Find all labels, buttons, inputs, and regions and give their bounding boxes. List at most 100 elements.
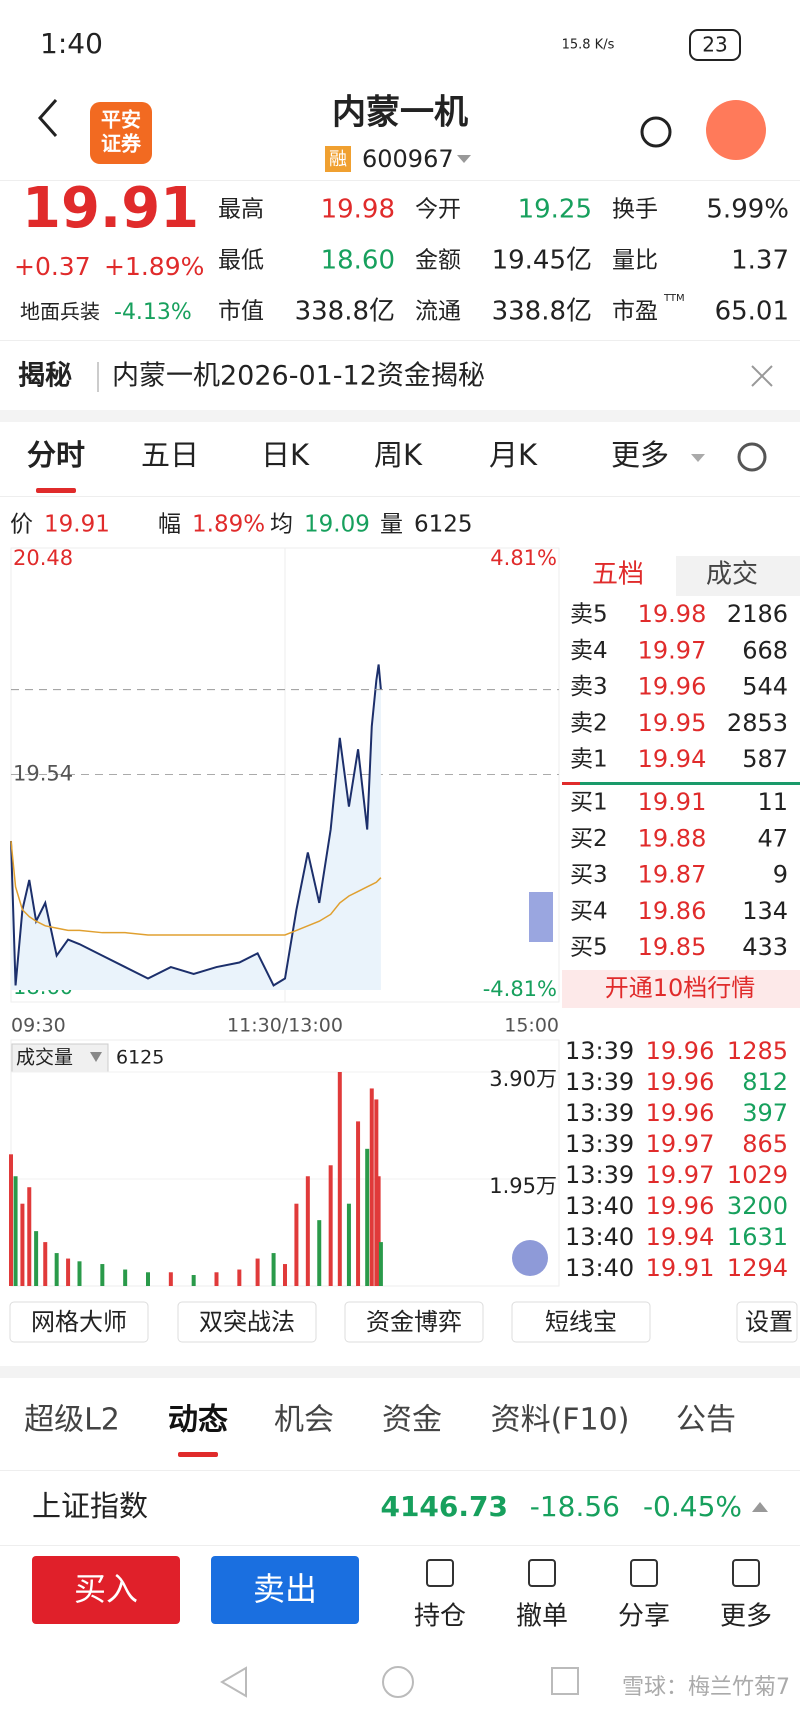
tool-label[interactable]: 设置 [745,1308,793,1336]
volume-bar [123,1269,128,1286]
trade-volume: 3200 [727,1192,788,1220]
action-label[interactable]: 撤单 [516,1602,568,1632]
book-label: 买4 [570,898,608,924]
volume-bar [191,1275,196,1286]
action-icon[interactable] [528,1559,556,1587]
stat-value: 338.8亿 [492,297,592,327]
trade-price: 19.96 [646,1068,715,1096]
trade-price: 19.91 [646,1254,715,1282]
back-button[interactable] [37,99,58,137]
reveal-link[interactable]: 内蒙一机2026-01-12资金揭秘 [112,361,485,392]
sell-button[interactable] [211,1556,359,1624]
tool-button[interactable] [736,1301,798,1343]
y-tick-label: 20.48 [13,546,73,570]
book-volume: 587 [742,745,788,773]
action-icon[interactable] [426,1559,454,1587]
active-info-tab [178,1452,218,1457]
book-price: 19.91 [638,788,707,816]
index-toggle[interactable] [752,1502,768,1512]
book-tab[interactable]: 五档 [592,560,644,590]
tool-button[interactable] [9,1301,149,1343]
volume-title: 成交量 [16,1047,73,1069]
y-tick-label: 19.54 [13,762,73,786]
book-price: 19.87 [638,861,707,889]
nav-home[interactable] [382,1666,414,1698]
info-tab[interactable]: 动态 [168,1403,228,1438]
stat-value: 5.99% [706,195,789,225]
chart-tab[interactable]: 更多 [611,438,669,472]
expand-tab[interactable] [529,892,553,942]
index-value: 4146.73 [380,1490,508,1523]
stat-label: 市值 [218,299,264,325]
code-dropdown[interactable] [457,155,471,163]
action-label[interactable]: 持仓 [414,1602,466,1632]
action-icon[interactable] [630,1559,658,1587]
chart-tabs: 分时 五日 日K 周K 月K 更多 [27,438,705,493]
stat-label: 最低 [218,248,264,274]
chart-tab[interactable]: 月K [489,438,538,472]
tool-button[interactable] [177,1301,317,1343]
status-time: 1:40 [40,27,103,60]
price-line [10,664,382,987]
info-tab[interactable]: 超级L2 [24,1403,120,1438]
trade-time: 13:40 [565,1223,634,1251]
stat-label: 最高 [218,197,264,223]
book-price: 19.94 [638,745,707,773]
search-icon[interactable] [640,116,672,148]
trade-volume: 1029 [727,1161,788,1189]
volume-bar [27,1187,32,1286]
assistant-avatar[interactable] [706,100,766,160]
trade-time: 13:39 [565,1068,634,1096]
tool-buttons: 网格大师 双突战法 资金博弈 短线宝 设置 [9,1301,798,1343]
broker-name: 平安 [101,108,141,132]
tool-label[interactable]: 网格大师 [31,1308,127,1336]
trade-volume: 865 [742,1130,788,1158]
volume-bar [66,1258,71,1286]
margin-tag-bg [325,146,351,172]
trade-price: 19.94 [646,1223,715,1251]
tool-button[interactable] [511,1301,651,1343]
tool-label[interactable]: 资金博弈 [366,1308,462,1336]
spread-mark [562,782,580,785]
y2-tick-label: -4.81% [483,977,557,1001]
info-tab[interactable]: 机会 [274,1403,334,1438]
divider [0,180,800,181]
volume-bar [43,1242,48,1286]
stat-label: 今开 [415,197,461,223]
action-icon[interactable] [732,1559,760,1587]
chart-tab[interactable]: 日K [261,438,310,472]
fullscreen-button[interactable] [512,1240,548,1276]
sell-label[interactable]: 卖出 [253,1570,317,1608]
upgrade-link[interactable]: 开通10档行情 [605,974,756,1002]
action-label[interactable]: 分享 [618,1602,670,1632]
info-tab[interactable]: 资金 [382,1403,442,1438]
chart-tab[interactable]: 周K [374,438,423,472]
info-tab[interactable]: 资料(F10) [491,1403,630,1438]
stat-value: 338.8亿 [295,297,395,327]
volume-dropdown[interactable] [90,1052,102,1062]
tool-button[interactable] [344,1301,484,1343]
stat-value: 19.98 [321,195,395,225]
broker-logo[interactable] [90,102,152,164]
volume-bar [54,1253,59,1286]
buy-button[interactable] [32,1556,180,1624]
chart-tab[interactable]: 分时 [27,438,85,472]
settings-icon[interactable] [737,442,767,472]
book-tab[interactable]: 成交 [706,560,758,590]
buy-label[interactable]: 买入 [74,1570,138,1608]
info-tab[interactable]: 公告 [676,1403,736,1438]
nav-recent[interactable] [551,1667,579,1695]
nav-back[interactable] [220,1666,247,1698]
tool-label[interactable]: 双突战法 [199,1308,295,1336]
price-area [11,664,381,990]
x-tick-label: 09:30 [11,1015,66,1037]
close-button[interactable] [751,365,773,387]
book-price: 19.85 [638,933,707,961]
margin-tag: 融 [329,149,347,170]
tool-label[interactable]: 短线宝 [545,1308,617,1336]
stat-value: 1.37 [731,246,789,276]
chart-tab[interactable]: 五日 [141,438,199,472]
action-label[interactable]: 更多 [720,1602,772,1632]
upgrade-bg[interactable] [562,970,800,1008]
